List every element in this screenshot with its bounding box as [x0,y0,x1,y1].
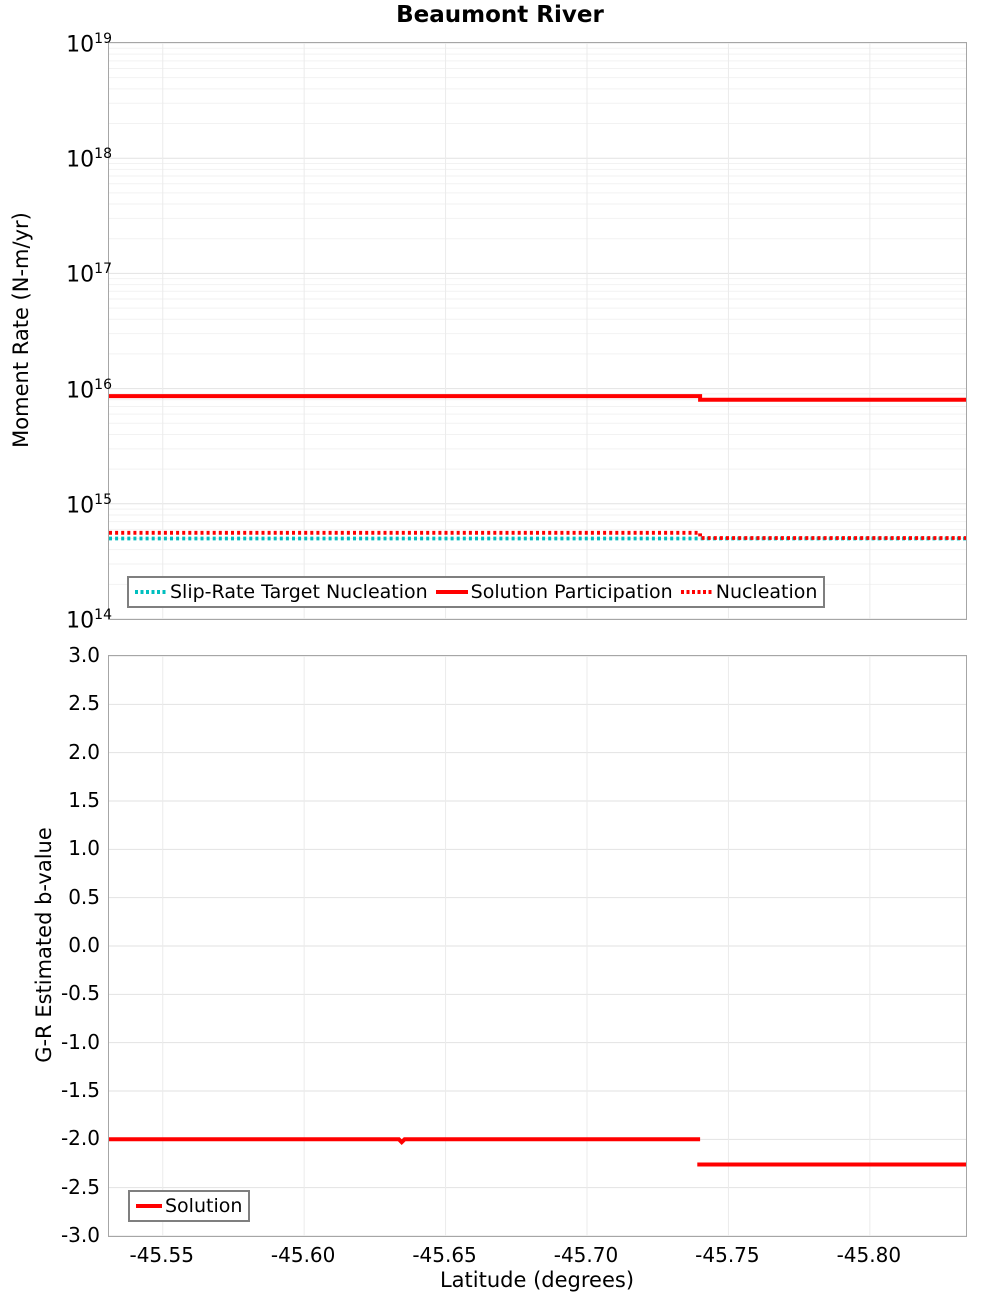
bottom-plot-area [108,655,967,1237]
y-tick-label: 1016 [66,376,112,403]
series-solution [109,1137,701,1146]
x-tick-label: -45.75 [695,1243,760,1267]
major-gridlines [109,43,966,619]
y-tick-label: -2.5 [60,1174,100,1199]
y-tick-label: 1015 [66,491,112,519]
legend-item-nucleation: Nucleation [680,581,818,603]
y-tick-label: 1.5 [68,788,100,812]
y-tick-label: -1.0 [60,1029,100,1054]
y-tick-label: -3.0 [60,1223,100,1247]
y-tick-label: 2.5 [68,691,100,716]
y-tick-label: 3.0 [68,643,100,667]
series-nucleation [109,530,966,540]
x-tick-label: -45.55 [129,1243,194,1267]
y-tick-label: 2.0 [68,739,100,764]
legend-line-sample-dotted-icon [135,590,167,594]
y-tick-label: 1014 [66,607,112,634]
x-tick-label: -45.70 [553,1243,619,1267]
top-plot-area [108,42,967,620]
legend-label: Slip-Rate Target Nucleation [170,581,428,603]
y-tick-label: 1017 [66,261,112,288]
legend-line-sample-solid-icon [136,1204,162,1208]
minor-gridlines [109,47,966,585]
b-value-plot-canvas [109,656,966,1236]
legend-line-sample-solid-icon [435,590,468,594]
legend-item-slip-rate-target-nucleation: Slip-Rate Target Nucleation [134,581,428,603]
y-tick-label: -2.0 [60,1126,100,1151]
legend-item-solution: Solution [135,1195,242,1217]
legend-label: Nucleation [715,581,818,603]
y-tick-label: 0.0 [68,933,100,957]
x-tick-label: -45.65 [412,1243,477,1267]
x-tick-label: -45.60 [270,1243,336,1267]
legend-label: Solution [165,1195,243,1217]
y-tick-label: 1.0 [68,836,100,861]
legend-label: Solution Participation [470,581,673,603]
chart-title: Beaumont River [396,2,604,28]
x-axis-label: Latitude (degrees) [439,1268,635,1292]
bottom-plot-legend: Solution [128,1190,251,1222]
top-y-axis-label: Moment Rate (N-m/yr) [9,212,33,448]
y-tick-label: 1018 [66,146,112,173]
x-tick-label: -45.80 [836,1243,902,1267]
top-plot-legend: Slip-Rate Target Nucleation Solution Part… [127,576,826,608]
major-gridlines [109,656,966,1236]
y-tick-label: -1.5 [60,1078,100,1102]
y-tick-label: 1019 [66,31,112,58]
y-tick-label: -0.5 [60,981,100,1006]
legend-line-sample-dotted-icon [680,590,713,594]
legend-item-solution-participation: Solution Participation [435,581,673,603]
moment-rate-plot-canvas [109,43,966,619]
y-tick-label: 0.5 [68,884,100,909]
series-solution-participation [109,394,966,402]
